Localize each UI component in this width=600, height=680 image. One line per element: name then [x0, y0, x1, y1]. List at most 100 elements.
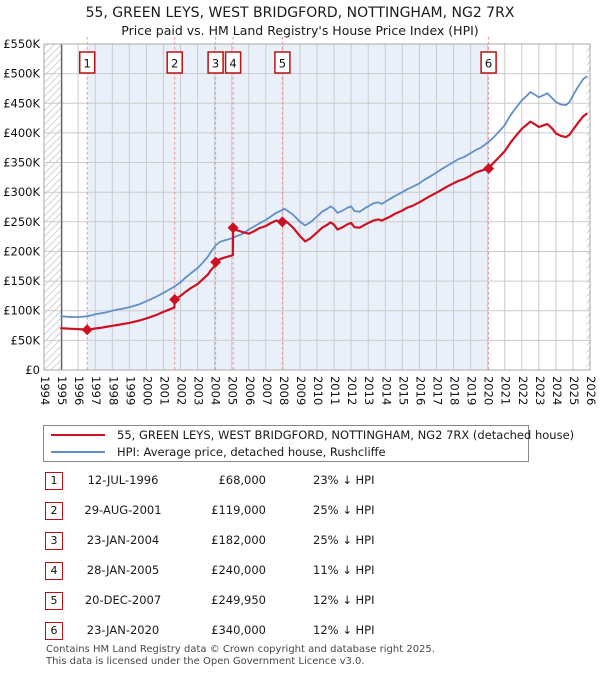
marker-number-box: [207, 51, 224, 74]
sale-marker-diamond: [81, 324, 93, 336]
row-number-badge: 2: [45, 502, 63, 520]
x-tick-label: 2019: [465, 376, 479, 405]
row-number-badge: 1: [45, 472, 63, 490]
x-tick-label: 2014: [379, 376, 393, 405]
x-tick-label: 1998: [106, 376, 120, 405]
x-tick-label: 2025: [567, 376, 581, 405]
x-tick-label: 1997: [89, 376, 103, 405]
marker-number-label: 6: [485, 57, 492, 71]
legend-line-swatch: [51, 434, 105, 436]
sale-date: 12-JUL-1996: [87, 473, 159, 487]
sale-price: £182,000: [211, 533, 266, 547]
x-tick-label: 2009: [294, 376, 308, 405]
x-tick-label: 2004: [209, 376, 223, 405]
x-tick-label: 2003: [192, 376, 206, 405]
hpi-difference: 25% ↓ HPI: [313, 533, 375, 547]
x-tick-label: 2015: [396, 376, 410, 405]
footer-line-1: Contains HM Land Registry data © Crown c…: [46, 644, 435, 655]
y-tick-label: £50K: [11, 333, 41, 347]
marker-number-box: [224, 51, 242, 74]
x-tick-label: 2021: [499, 376, 513, 405]
x-tick-label: 2010: [311, 376, 325, 405]
marker-number-box: [274, 51, 291, 74]
legend-label: HPI: Average price, detached house, Rush…: [117, 445, 386, 459]
marker-number-label: 3: [212, 57, 219, 71]
gridlines: [43, 43, 591, 371]
page-subtitle: Price paid vs. HM Land Registry's House …: [121, 23, 479, 38]
row-number-badge: 4: [45, 562, 63, 580]
sale-price: £340,000: [211, 623, 266, 637]
sale-price: £240,000: [211, 563, 266, 577]
sale-marker-diamond: [276, 216, 288, 228]
marker-number-label: 4: [229, 57, 236, 71]
x-tick-label: 2006: [243, 376, 257, 405]
table-row: 2 29-AUG-2001 £119,000 25% ↓ HPI: [0, 501, 600, 531]
sale-price: £68,000: [218, 473, 266, 487]
x-tick-label: 2022: [516, 376, 530, 405]
sale-date: 23-JAN-2020: [86, 623, 160, 637]
x-tick-label: 1999: [123, 376, 137, 405]
table-row: 1 12-JUL-1996 £68,000 23% ↓ HPI: [0, 471, 600, 501]
transaction-dashed-lines: [86, 37, 490, 370]
hpi-difference: 12% ↓ HPI: [313, 623, 375, 637]
y-tick-label: £100K: [3, 304, 40, 318]
hpi-difference: 25% ↓ HPI: [313, 503, 375, 517]
x-tick-label: 2018: [448, 376, 462, 405]
sale-date: 23-JAN-2004: [86, 533, 160, 547]
x-tick-label: 2011: [328, 376, 342, 405]
no-data-hatch: [44, 44, 62, 370]
marker-number-box: [166, 51, 183, 74]
y-tick-label: £400K: [3, 126, 40, 140]
price-paid-line: [59, 112, 588, 331]
table-row: 6 23-JAN-2020 £340,000 12% ↓ HPI: [0, 621, 600, 651]
plot-border: [43, 43, 591, 371]
table-row: 5 20-DEC-2007 £249,950 12% ↓ HPI: [0, 591, 600, 621]
y-tick-label: £300K: [3, 185, 40, 199]
y-tick-label: £450K: [3, 96, 40, 110]
x-tick-label: 2017: [430, 376, 444, 405]
x-tick-label: 2026: [584, 376, 598, 405]
hpi-difference: 12% ↓ HPI: [313, 593, 375, 607]
x-tick-label: 1994: [38, 376, 52, 405]
table-row: 3 23-JAN-2004 £182,000 25% ↓ HPI: [0, 531, 600, 561]
price-history-chart: 1 2 3 4 5 6 £0 £50K £100K £150K £200K £250K £300K £35…: [3, 37, 598, 405]
transaction-table: 1 12-JUL-1996 £68,000 23% ↓ HPI 2 29-AUG-2001…: [0, 471, 600, 651]
no-data-hatch: [586, 44, 591, 370]
x-tick-label: 2000: [140, 376, 154, 405]
license-footer: Contains HM Land Registry data © Crown c…: [46, 644, 435, 667]
legend-label: 55, GREEN LEYS, WEST BRIDGFORD, NOTTINGH…: [117, 428, 575, 442]
chart-legend: 55, GREEN LEYS, WEST BRIDGFORD, NOTTINGH…: [43, 425, 574, 462]
hpi-difference: 11% ↓ HPI: [313, 563, 375, 577]
row-number-badge: 6: [45, 622, 63, 640]
sale-marker-diamond: [483, 162, 495, 174]
x-tick-label: 2013: [362, 376, 376, 405]
x-axis-labels: 1994 1995 1996 1997 1998 1999 2000 2001 2002 2003…: [38, 376, 598, 405]
legend-row: HPI: Average price, detached house, Rush…: [44, 444, 528, 461]
sale-date: 29-AUG-2001: [84, 503, 162, 517]
hpi-difference: 23% ↓ HPI: [313, 473, 375, 487]
y-tick-label: £250K: [3, 215, 40, 229]
sale-marker-diamond: [169, 293, 181, 305]
y-tick-label: £350K: [3, 156, 40, 170]
marker-number-label: 1: [84, 57, 91, 71]
x-tick-label: 2023: [533, 376, 547, 405]
sale-date: 28-JAN-2005: [86, 563, 160, 577]
x-tick-label: 2016: [413, 376, 427, 405]
marker-number-box: [78, 51, 96, 74]
legend-row: 55, GREEN LEYS, WEST BRIDGFORD, NOTTINGH…: [44, 427, 574, 444]
marker-number-label: 5: [279, 57, 286, 71]
sale-marker-diamond: [227, 222, 239, 234]
x-tick-label: 2020: [482, 376, 496, 405]
marker-number-label: 2: [171, 57, 178, 71]
x-tick-label: 2012: [345, 376, 359, 405]
sale-date: 20-DEC-2007: [84, 593, 162, 607]
y-axis-labels: £0 £50K £100K £150K £200K £250K £300K £350K £400…: [3, 37, 40, 377]
x-tick-label: 2008: [277, 376, 291, 405]
ownership-span: [87, 44, 489, 370]
footer-line-2: This data is licensed under the Open Gov…: [46, 655, 365, 667]
y-tick-label: £0: [25, 363, 40, 377]
y-tick-label: £550K: [3, 37, 40, 51]
page-title: 55, GREEN LEYS, WEST BRIDGFORD, NOTTINGH…: [85, 5, 515, 21]
x-tick-label: 2024: [550, 376, 564, 405]
